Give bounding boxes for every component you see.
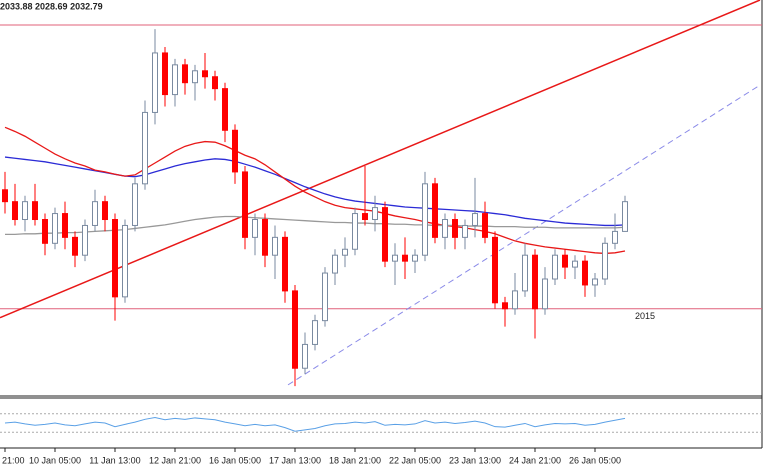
candle-body <box>622 201 628 232</box>
candle-body <box>442 219 448 238</box>
candle-body <box>382 207 388 262</box>
oscillator-line <box>4 416 626 432</box>
candle-body <box>612 230 618 244</box>
candle-body <box>492 236 498 304</box>
candle-body <box>182 64 188 84</box>
candle-body <box>422 183 428 256</box>
candle-body <box>432 183 438 238</box>
candle-body <box>202 70 208 78</box>
candle-body <box>32 201 38 221</box>
candle-body <box>42 219 48 244</box>
candle-body <box>402 254 408 262</box>
candle-body <box>172 64 178 96</box>
candle-body <box>192 70 198 84</box>
candle-body <box>462 224 468 238</box>
candle-body <box>92 201 98 226</box>
candle-body <box>342 248 348 256</box>
x-tick-label: 11 Jan 13:00 <box>89 455 140 465</box>
candle-body <box>132 183 138 226</box>
candle-body <box>242 171 248 238</box>
candle-body <box>412 254 418 262</box>
level-label: 2015 <box>635 311 655 321</box>
candle-body <box>592 278 598 286</box>
x-tick-label: 26 Jan 05:00 <box>569 455 621 465</box>
x-tick-label: 23 Jan 13:00 <box>449 455 501 465</box>
candle-body <box>22 201 28 221</box>
candle-body <box>82 224 88 256</box>
candle-body <box>72 236 78 256</box>
candle-body <box>482 213 488 238</box>
x-tick-label: 21:00 <box>2 455 25 465</box>
candle-body <box>522 254 528 292</box>
candle-body <box>232 129 238 173</box>
candle-body <box>562 254 568 268</box>
x-tick-label: 17 Jan 13:00 <box>269 455 321 465</box>
candle-body <box>332 254 338 274</box>
candle-body <box>282 236 288 292</box>
candle-body <box>212 76 218 90</box>
candle-body <box>2 189 8 203</box>
candle-body <box>552 254 558 280</box>
candle-body <box>472 213 478 226</box>
candle-body <box>12 201 18 221</box>
candle-body <box>102 201 108 221</box>
candle-body <box>152 52 158 113</box>
candle-body <box>572 260 578 268</box>
candle-body <box>262 219 268 256</box>
price-header: 2033.88 2028.69 2032.79 <box>0 1 103 11</box>
candle-body <box>352 213 358 250</box>
candle-body <box>312 320 318 345</box>
candle-body <box>452 219 458 238</box>
candle-body <box>582 260 588 286</box>
candle-body <box>162 52 168 96</box>
candle-body <box>222 88 228 131</box>
x-tick-label: 10 Jan 05:00 <box>29 455 81 465</box>
candle-body <box>302 343 308 369</box>
moving-average <box>5 215 626 236</box>
candle-body <box>252 219 258 238</box>
candle-body <box>52 213 58 244</box>
candle-body <box>532 254 538 310</box>
x-tick-label: 24 Jan 21:00 <box>509 455 561 465</box>
candle-body <box>502 302 508 310</box>
candle-body <box>292 290 298 369</box>
x-tick-label: 12 Jan 21:00 <box>149 455 201 465</box>
candle-body <box>322 272 328 322</box>
x-tick-label: 16 Jan 05:00 <box>209 455 261 465</box>
moving-average <box>4 126 626 255</box>
candle-body <box>602 242 608 280</box>
candle-body <box>362 213 368 221</box>
x-tick-label: 18 Jan 21:00 <box>329 455 381 465</box>
candle-body <box>542 278 548 310</box>
candle-body <box>392 254 398 262</box>
x-tick-label: 22 Jan 05:00 <box>389 455 441 465</box>
candle-body <box>112 219 118 298</box>
candle-body <box>62 213 68 238</box>
candle-body <box>372 207 378 221</box>
candle-body <box>272 236 278 256</box>
candle-body <box>142 111 148 185</box>
candle-body <box>512 290 518 310</box>
trendline <box>287 84 761 386</box>
candle-body <box>122 224 128 298</box>
